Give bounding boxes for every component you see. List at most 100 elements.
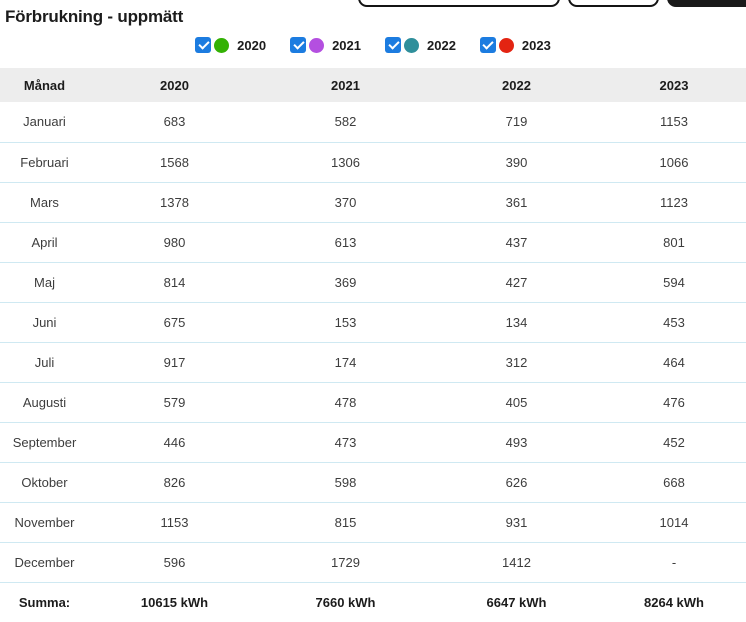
summary-value-2021: 7660 kWh — [315, 594, 376, 610]
column-header-2022: 2022 — [431, 68, 602, 102]
value-cell: 437 — [431, 222, 602, 263]
month-cell: December — [0, 542, 89, 583]
value-cell: 626 — [431, 462, 602, 503]
legend-item-2020: 2020 — [195, 37, 266, 53]
column-header-2023: 2023 — [602, 68, 746, 102]
value-cell: 446 — [89, 422, 260, 463]
value-cell: 427 — [431, 262, 602, 303]
value-cell: 1014 — [602, 502, 746, 543]
month-cell: Januari — [0, 102, 89, 143]
value-cell: 980 — [89, 222, 260, 263]
column-header-2021: 2021 — [260, 68, 431, 102]
value-cell: 453 — [602, 302, 746, 343]
table-row: November 1153 815 931 1014 — [0, 502, 746, 543]
table-row: Juli 917 174 312 464 — [0, 342, 746, 383]
value-cell: 369 — [260, 262, 431, 303]
value-cell: 174 — [260, 342, 431, 383]
legend-label-2023: 2023 — [521, 37, 551, 53]
summary-value-2022: 6647 kWh — [486, 594, 547, 610]
checkbox-2023[interactable] — [479, 37, 496, 53]
checkbox-2020[interactable] — [195, 37, 212, 53]
month-cell: September — [0, 422, 89, 463]
table-header-row: Månad 2020 2021 2022 2023 — [0, 68, 746, 102]
month-cell: Februari — [0, 142, 89, 183]
month-cell: Oktober — [0, 462, 89, 503]
year-dot-2023 — [498, 37, 514, 53]
month-cell: Juli — [0, 342, 89, 383]
value-cell: 390 — [431, 142, 602, 183]
table-row: Mars 1378 370 361 1123 — [0, 182, 746, 223]
table-row: Januari 683 582 719 1153 — [0, 102, 746, 143]
checkbox-2022[interactable] — [385, 37, 401, 53]
value-cell: 473 — [260, 422, 431, 463]
year-dot-2020 — [214, 37, 230, 53]
month-cell: Maj — [0, 262, 89, 303]
legend-label-2021: 2021 — [332, 37, 361, 53]
value-cell: 683 — [89, 102, 260, 143]
value-cell: 613 — [260, 222, 431, 263]
value-cell: - — [602, 542, 746, 583]
value-cell: 579 — [89, 382, 260, 423]
value-cell: 594 — [602, 262, 746, 303]
summary-row: Summa: 10615 kWh 7660 kWh 6647 kWh 8264 … — [0, 582, 746, 622]
value-cell: 1306 — [260, 142, 431, 183]
value-cell: 917 — [89, 342, 260, 383]
table-row: September 446 473 493 452 — [0, 422, 746, 463]
value-cell: 801 — [602, 222, 746, 263]
month-cell: Augusti — [0, 382, 89, 423]
month-cell: Juni — [0, 302, 89, 343]
legend-item-2021: 2021 — [290, 37, 361, 53]
table-row: December 596 1729 1412- — [0, 542, 746, 583]
value-cell: 1378 — [89, 182, 260, 223]
value-cell: 370 — [260, 182, 431, 223]
value-cell: 815 — [260, 502, 431, 543]
value-cell: 476 — [602, 382, 746, 423]
table-row: Augusti 579 478 405 476 — [0, 382, 746, 423]
table-row: Februari 1568 1306 390 1066 — [0, 142, 746, 183]
toolbar-button-left-partial[interactable] — [358, 0, 560, 7]
value-cell: 493 — [431, 422, 602, 463]
year-legend: 2020 2021 2022 2023 — [0, 37, 746, 53]
value-cell: 312 — [431, 342, 602, 383]
summary-value-2023: 8264 kWh — [644, 594, 704, 610]
value-cell: 134 — [431, 302, 602, 343]
value-cell: 668 — [602, 462, 746, 503]
table-row: April 980 613 437 801 — [0, 222, 746, 263]
value-cell: 598 — [260, 462, 431, 503]
checkbox-2021[interactable] — [290, 37, 307, 53]
value-cell: 719 — [431, 102, 602, 143]
value-cell: 361 — [431, 182, 602, 223]
month-cell: Mars — [0, 182, 89, 223]
year-dot-2022 — [404, 37, 419, 53]
value-cell: 582 — [260, 102, 431, 143]
year-dot-2021 — [309, 37, 325, 53]
legend-item-2022: 2022 — [385, 37, 456, 53]
value-cell: 405 — [431, 382, 602, 423]
value-cell: 464 — [602, 342, 746, 383]
table-row: Maj 814 369 427 594 — [0, 262, 746, 303]
legend-label-2020: 2020 — [237, 37, 267, 53]
value-cell: 1568 — [89, 142, 260, 183]
consumption-table: Månad 2020 2021 2022 2023 Januari 683 582 7… — [0, 68, 746, 622]
value-cell: 478 — [260, 382, 431, 423]
value-cell: 814 — [89, 262, 260, 303]
value-cell: 452 — [602, 422, 746, 463]
value-cell: 1153 — [89, 502, 260, 543]
consumption-table-wrap: Månad 2020 2021 2022 2023 Januari 683 582 7… — [0, 68, 746, 622]
legend-item-2023: 2023 — [479, 37, 551, 53]
value-cell: 1123 — [602, 182, 746, 223]
value-cell: 675 — [89, 302, 260, 343]
toolbar-button-dark-partial[interactable] — [667, 0, 746, 7]
value-cell: 153 — [260, 302, 431, 343]
table-body: Januari 683 582 719 1153 Februari 1568 1306 390 1… — [0, 102, 746, 583]
month-cell: November — [0, 502, 89, 543]
value-cell: 826 — [89, 462, 260, 503]
value-cell: 1412 — [431, 542, 602, 583]
value-cell: 1153 — [602, 102, 746, 143]
table-row: Oktober 826 598 626 668 — [0, 462, 746, 503]
value-cell: 1066 — [602, 142, 746, 183]
summary-label: Summa: — [18, 594, 71, 610]
toolbar-button-middle-partial[interactable] — [568, 0, 659, 7]
table-row: Juni 675 153 134 453 — [0, 302, 746, 343]
month-cell: April — [0, 222, 89, 263]
